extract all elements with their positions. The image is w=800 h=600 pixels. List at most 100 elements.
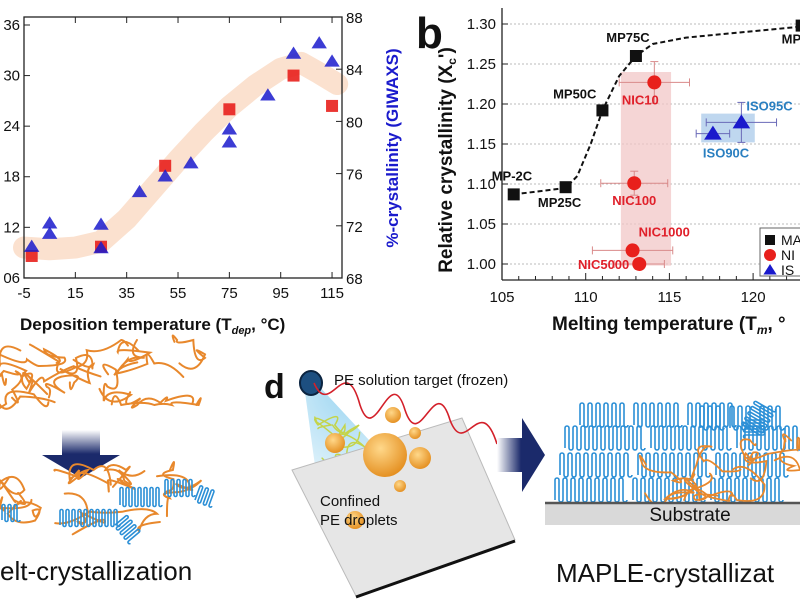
x-tick-label: 115 xyxy=(320,285,344,302)
crystal-lamella xyxy=(564,425,646,451)
data-point-square xyxy=(25,249,38,262)
caption-melt-crystallization: elt-crystallization xyxy=(0,556,192,586)
polymer-chain xyxy=(67,463,112,486)
right-y-axis-label: %-crystallinity (GIWAXS) xyxy=(383,48,402,247)
polymer-chain xyxy=(638,454,734,502)
point-label: NIC100 xyxy=(612,193,656,208)
polymer-chain xyxy=(0,347,67,367)
polymer-chain xyxy=(0,475,26,506)
target-label: PE solution target (frozen) xyxy=(334,372,508,389)
substrate-edge xyxy=(355,539,516,599)
polymer-chain xyxy=(59,354,96,385)
y-tick-label: 1.25 xyxy=(467,56,496,73)
data-point-triangle xyxy=(93,217,109,230)
data-point-circle xyxy=(625,243,640,258)
x-axis-label: Deposition temperature (Tdep, °C) xyxy=(20,315,285,337)
crystal-lamella xyxy=(632,477,706,503)
crystal-lamella xyxy=(119,486,163,508)
data-point-circle xyxy=(647,75,662,90)
y-right-tick-label: 76 xyxy=(346,167,363,184)
droplet xyxy=(409,427,421,439)
y-left-tick-label: 06 xyxy=(3,270,20,287)
droplet xyxy=(325,433,345,453)
y-left-tick-label: 36 xyxy=(3,17,20,34)
data-point-triangle xyxy=(260,88,276,101)
data-point-triangle xyxy=(93,240,109,254)
droplet xyxy=(346,511,364,529)
legend-marker-circle xyxy=(764,249,776,261)
point-label: MP75C xyxy=(606,30,650,45)
polymer-chain xyxy=(125,391,195,409)
x-tick-label: 110 xyxy=(574,289,598,306)
point-label: NIC5000 xyxy=(578,257,629,272)
y-left-tick-label: 18 xyxy=(3,169,20,186)
substrate-plate xyxy=(291,417,516,597)
x-tick-label: 55 xyxy=(170,285,187,302)
shaded-region xyxy=(620,72,672,266)
crystal-lamella xyxy=(710,477,784,503)
crystal-lamella xyxy=(637,452,711,478)
crystal-lamella xyxy=(559,452,633,478)
panel-label-b: b xyxy=(416,9,443,58)
point-label: NIC1000 xyxy=(639,224,690,239)
crystal-lamella xyxy=(741,400,777,436)
maple-film xyxy=(554,400,800,506)
data-point-triangle xyxy=(324,54,340,67)
polymer-chain xyxy=(683,472,719,501)
point-label: MP25C xyxy=(538,195,582,210)
polymer-chain xyxy=(0,390,56,410)
amorphous-chains xyxy=(0,334,207,410)
data-point-triangle xyxy=(183,156,199,169)
panel-a-chart: -5 15 35 55 75 95 115363024181206888480767268 … xyxy=(3,10,402,337)
y-right-tick-label: 84 xyxy=(346,62,363,79)
point-label: MP1 xyxy=(782,32,800,47)
legend-marker-triangle xyxy=(763,264,777,275)
data-point-circle xyxy=(627,176,642,191)
panel-label-d: d xyxy=(264,368,285,406)
data-point-triangle xyxy=(732,114,751,129)
polymer-chain xyxy=(162,460,175,518)
y-tick-label: 1.05 xyxy=(467,216,496,233)
data-point-triangle xyxy=(41,216,58,229)
x-tick-label: -5 xyxy=(17,285,30,302)
y-tick-label: 1.30 xyxy=(467,16,496,33)
data-point-square xyxy=(559,181,572,194)
polymer-chain xyxy=(113,340,153,376)
trend-band xyxy=(13,51,349,261)
panel-d-diagram: d PE solution target (frozen) Confined PE… xyxy=(264,368,800,599)
data-point-square xyxy=(223,103,236,116)
crystal-lamella xyxy=(554,477,628,503)
data-point-triangle xyxy=(221,122,238,135)
polymer-chain xyxy=(0,369,23,404)
data-point-square xyxy=(159,159,172,172)
polymer-chain xyxy=(171,334,207,370)
x-tick-label: 120 xyxy=(741,289,766,306)
polymer-chain xyxy=(98,363,134,403)
x-axis-label: Melting temperature (Tm, ° xyxy=(552,314,786,337)
data-point-triangle xyxy=(41,226,58,239)
pe-droplets xyxy=(325,407,431,529)
y-tick-label: 1.20 xyxy=(467,96,496,113)
legend-label: NI xyxy=(781,247,795,263)
y-left-tick-label: 24 xyxy=(3,118,20,135)
point-label: MP50C xyxy=(553,86,597,101)
laser-beam xyxy=(313,382,498,445)
data-point-triangle xyxy=(221,135,238,148)
y-axis-label: Relative crystallinity (Xc') xyxy=(436,47,459,273)
droplet xyxy=(363,433,407,477)
fit-curve xyxy=(513,25,800,196)
crystal-lamella xyxy=(736,425,800,451)
data-point-triangle xyxy=(704,125,722,140)
droplets-label: Confined PE droplets xyxy=(320,493,398,529)
legend-label: MA xyxy=(781,232,800,248)
crystal-lamella xyxy=(715,452,789,478)
crystal-lamella xyxy=(579,402,629,428)
y-tick-label: 1.15 xyxy=(467,136,496,153)
polymer-chain xyxy=(44,374,79,399)
polymer-chain xyxy=(28,338,129,374)
data-point-triangle xyxy=(285,46,302,59)
polymer-chain xyxy=(114,339,185,378)
substrate-bar xyxy=(545,503,800,525)
substrate-label: Substrate xyxy=(649,505,730,526)
